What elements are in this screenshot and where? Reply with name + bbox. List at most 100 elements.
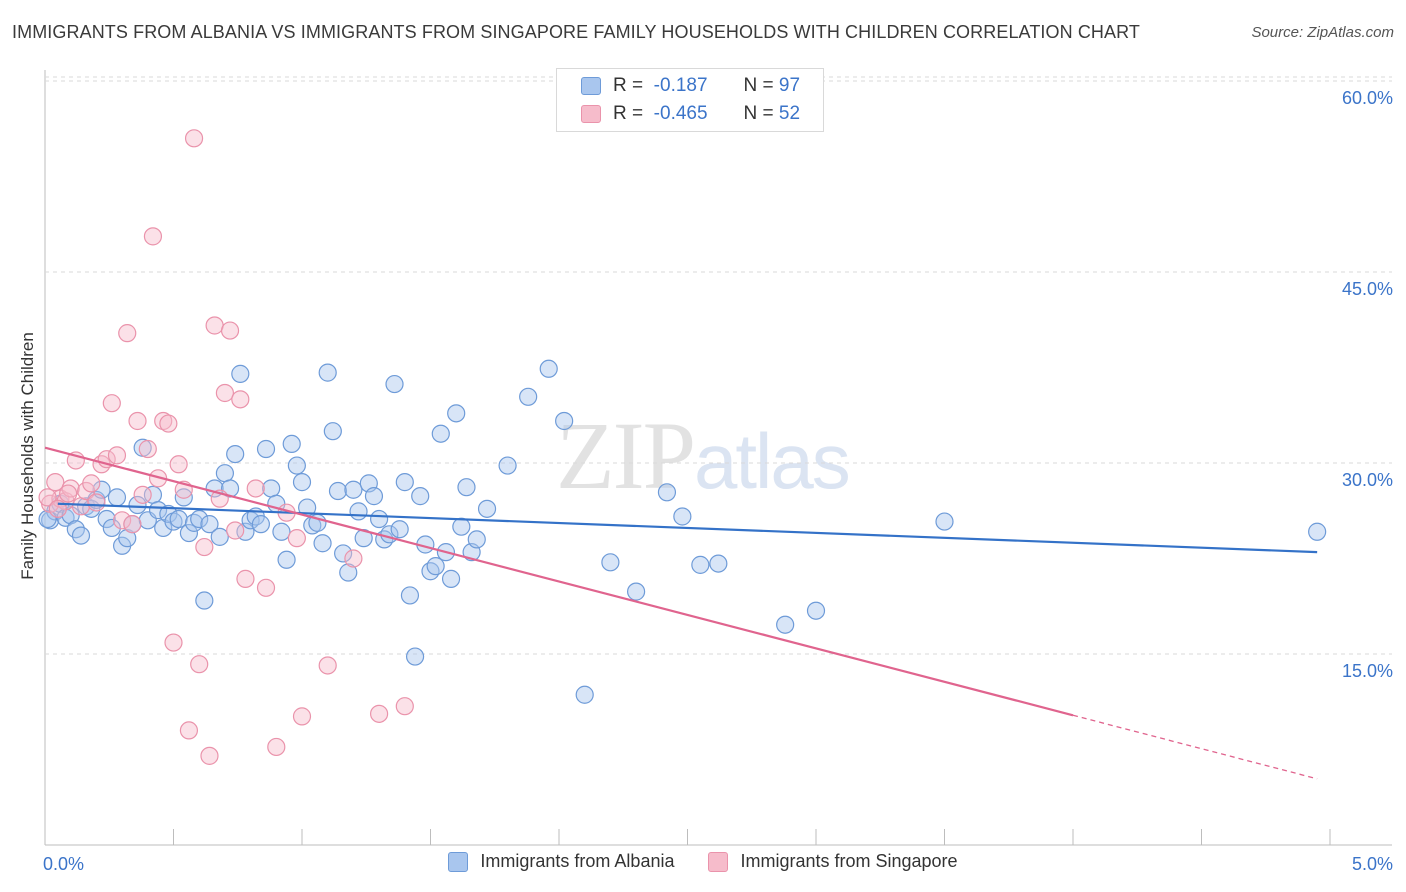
albania-point (118, 529, 137, 548)
singapore-point (164, 633, 183, 652)
singapore-point (195, 537, 214, 557)
albania-point (519, 387, 538, 406)
albania-point (328, 481, 348, 501)
albania-point (691, 555, 710, 574)
y-tick-label: 30.0% (1342, 470, 1393, 490)
singapore-point (123, 515, 142, 534)
singapore-point (61, 479, 80, 498)
albania-point (673, 507, 692, 526)
r-label: R = (613, 75, 644, 96)
albania-point (231, 364, 250, 383)
albania-point (555, 411, 574, 431)
n-label: N = (743, 103, 774, 124)
n-value: 52 (778, 103, 801, 124)
watermark-atlas: atlas (694, 417, 851, 505)
trend-line-extension (1072, 714, 1318, 780)
albania-point (426, 557, 445, 576)
trend-line (44, 446, 1074, 717)
albania-point (477, 499, 497, 518)
y-tick-label: 60.0% (1342, 88, 1393, 108)
albania-point (179, 523, 199, 543)
albania-point (457, 478, 476, 497)
albania-point (395, 473, 414, 492)
singapore-point (205, 316, 224, 335)
albania-point (77, 497, 96, 516)
singapore-point (220, 321, 240, 340)
albania-point (287, 456, 306, 475)
singapore-point (102, 394, 121, 413)
albania-point (334, 544, 353, 563)
albania-point (364, 487, 384, 506)
singapore-point (87, 493, 106, 512)
singapore-point (184, 129, 204, 148)
singapore-point (118, 324, 137, 343)
albania-point (935, 512, 954, 531)
singapore-point (179, 721, 199, 740)
albania-point (318, 363, 337, 382)
r-value: -0.465 (653, 103, 708, 124)
albania-point (601, 553, 620, 572)
singapore-point (71, 497, 91, 516)
r-value: -0.187 (653, 75, 708, 96)
albania-point (709, 554, 728, 573)
singapore-swatch (708, 851, 729, 872)
albania-point (421, 562, 440, 581)
albania-point (400, 586, 420, 605)
albania-point (164, 512, 183, 531)
singapore-point (107, 446, 127, 465)
x-tick-label: 5.0% (1352, 854, 1393, 874)
singapore-point (226, 521, 245, 540)
albania-point (174, 488, 193, 507)
albania-point (447, 404, 466, 423)
singapore-point (395, 697, 414, 716)
singapore-point (256, 578, 276, 597)
albania-swatch (448, 851, 469, 872)
watermark: ZIPatlas (556, 400, 851, 511)
singapore-point (190, 655, 209, 674)
albania-point (107, 488, 127, 507)
y-axis-label: Family Households with Children (18, 332, 37, 580)
singapore-point (128, 411, 147, 431)
n-label: N = (743, 75, 774, 96)
albania-point (323, 422, 342, 441)
albania-point (256, 439, 276, 459)
albania-point (657, 483, 677, 502)
albania-point (776, 615, 795, 634)
albania-point (102, 518, 121, 538)
y-tick-label: 15.0% (1342, 661, 1393, 681)
albania-point (262, 479, 281, 498)
albania-point (272, 522, 291, 541)
singapore-point (154, 411, 173, 431)
singapore-point (287, 529, 306, 548)
legend-row-albania: R = -0.187 N = 97 (581, 74, 800, 98)
albania-point (313, 534, 332, 553)
albania-point (277, 550, 296, 569)
singapore-point (236, 569, 255, 588)
albania-point (195, 591, 214, 610)
albania-point (210, 527, 229, 546)
singapore-point (200, 746, 219, 765)
singapore-point (133, 485, 152, 504)
singapore-point (143, 227, 163, 246)
albania-point (575, 685, 594, 704)
albania-point (339, 563, 358, 582)
albania-point (452, 517, 471, 536)
albania-point (344, 480, 363, 499)
albania-swatch (581, 77, 601, 95)
singapore-point (292, 707, 312, 726)
singapore-point (267, 737, 286, 757)
singapore-point (169, 455, 188, 474)
y-tick-label: 45.0% (1342, 279, 1393, 299)
singapore-point (215, 383, 234, 403)
legend-label: Immigrants from Albania (480, 851, 675, 871)
albania-point (467, 530, 486, 549)
albania-point (1308, 522, 1327, 541)
legend-item-singapore: Immigrants from Singapore (708, 851, 958, 872)
albania-point (385, 374, 404, 394)
singapore-point (38, 488, 57, 507)
albania-point (71, 526, 91, 545)
correlation-legend: R = -0.187 N = 97 R = -0.465 N = 52 (556, 68, 824, 132)
series-legend: Immigrants from Albania Immigrants from … (0, 851, 1406, 872)
albania-point (97, 509, 116, 529)
